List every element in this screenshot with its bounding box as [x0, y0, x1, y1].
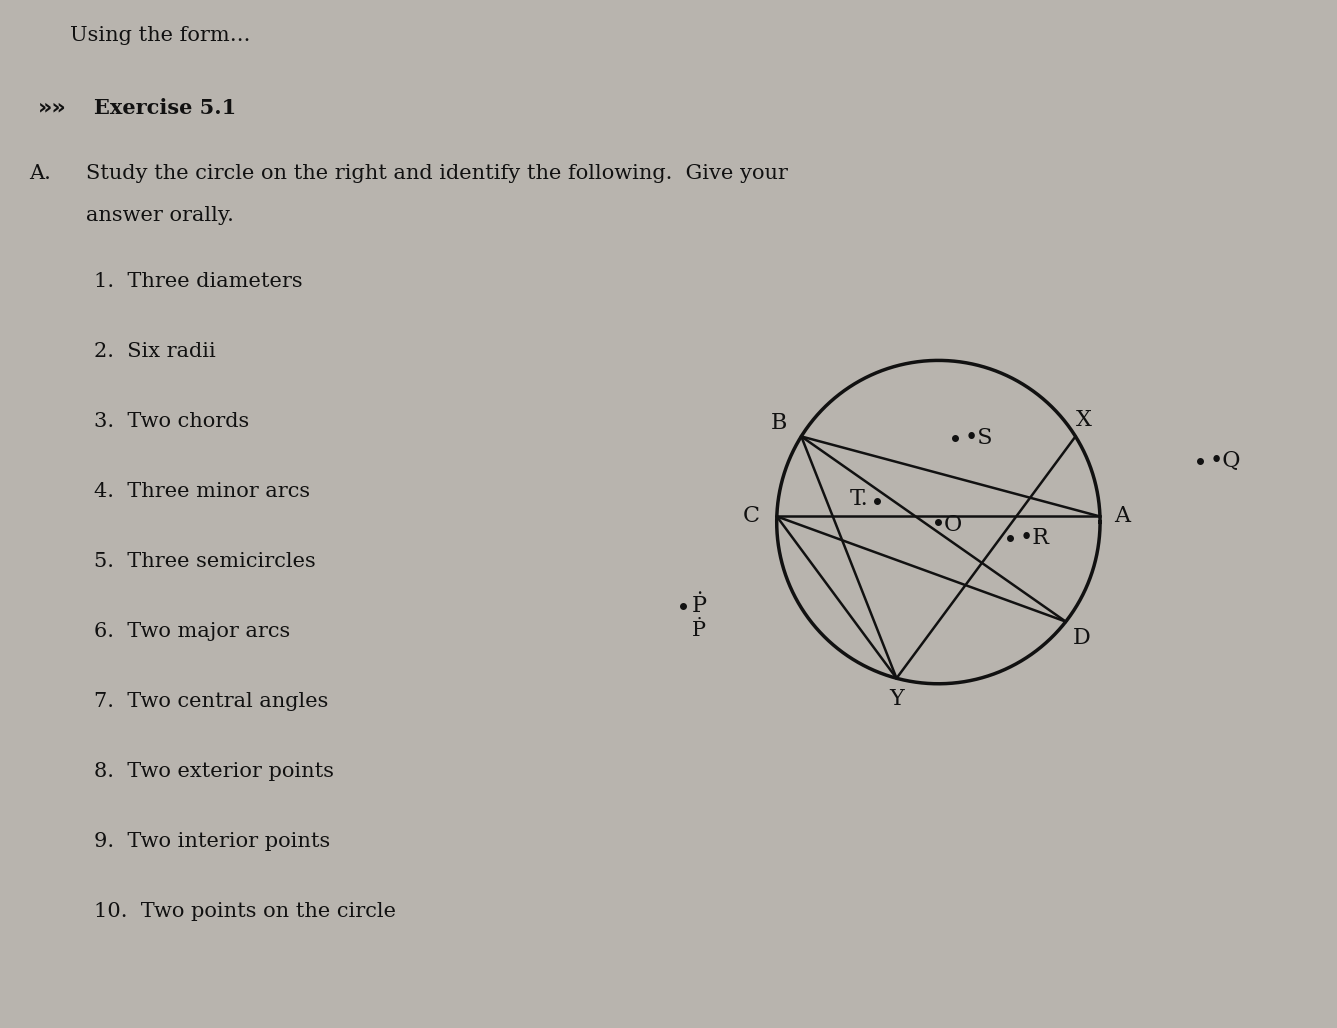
- Text: 8.  Two exterior points: 8. Two exterior points: [94, 762, 334, 780]
- Text: 2.  Six radii: 2. Six radii: [94, 342, 215, 361]
- Text: 4.  Three minor arcs: 4. Three minor arcs: [94, 482, 310, 501]
- Text: 10.  Two points on the circle: 10. Two points on the circle: [94, 902, 396, 920]
- Text: Ṗ: Ṗ: [693, 621, 706, 639]
- Text: •Q: •Q: [1210, 449, 1242, 472]
- Text: Study the circle on the right and identify the following.  Give your: Study the circle on the right and identi…: [86, 164, 787, 183]
- Text: 6.  Two major arcs: 6. Two major arcs: [94, 622, 290, 640]
- Text: Ṗ: Ṗ: [691, 595, 706, 617]
- Text: »»: »»: [37, 98, 67, 117]
- Text: B: B: [770, 412, 786, 435]
- Text: T.: T.: [850, 488, 869, 511]
- Text: X: X: [1076, 409, 1091, 431]
- Text: answer orally.: answer orally.: [86, 206, 234, 224]
- Text: 7.  Two central angles: 7. Two central angles: [94, 692, 328, 710]
- Text: 3.  Two chords: 3. Two chords: [94, 412, 249, 431]
- Text: 5.  Three semicircles: 5. Three semicircles: [94, 552, 316, 571]
- Text: Y: Y: [889, 689, 904, 710]
- Text: A.: A.: [29, 164, 51, 183]
- Text: •R: •R: [1019, 527, 1050, 549]
- Text: •S: •S: [964, 427, 993, 449]
- Text: Using the form…: Using the form…: [70, 26, 250, 44]
- Text: Exercise 5.1: Exercise 5.1: [94, 98, 235, 117]
- Text: D: D: [1074, 627, 1091, 649]
- Text: 1.  Three diameters: 1. Three diameters: [94, 272, 302, 291]
- Text: C: C: [742, 506, 759, 527]
- Text: A: A: [1115, 506, 1131, 527]
- Text: 9.  Two interior points: 9. Two interior points: [94, 832, 330, 850]
- Text: O: O: [944, 514, 963, 537]
